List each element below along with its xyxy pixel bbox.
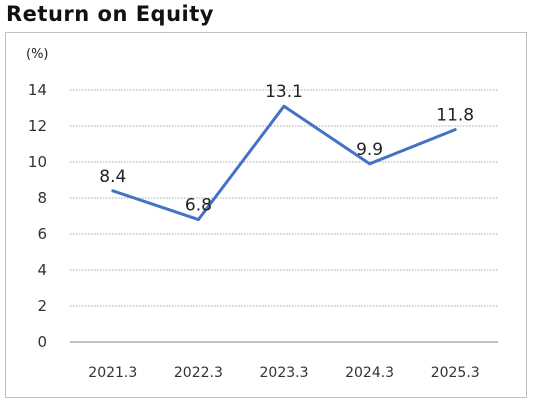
- data-label: 9.9: [356, 140, 383, 160]
- y-axis-ticks: 0 2 4 6 8 10 12 14: [28, 81, 47, 351]
- data-label: 6.8: [185, 196, 212, 216]
- y-tick-label: 10: [28, 153, 47, 171]
- x-tick-label: 2025.3: [431, 365, 480, 381]
- data-labels: 8.4 6.8 13.1 9.9 11.8: [99, 82, 474, 215]
- y-tick-label: 0: [37, 333, 47, 351]
- chart-title: Return on Equity: [6, 2, 214, 26]
- y-tick-label: 6: [37, 225, 47, 243]
- data-label: 13.1: [265, 82, 303, 102]
- series-lines: [111, 104, 457, 222]
- x-tick-label: 2021.3: [88, 365, 137, 381]
- x-tick-label: 2023.3: [260, 365, 309, 381]
- x-axis-ticks: 2021.3 2022.3 2023.3 2024.3 2025.3: [88, 365, 479, 381]
- y-tick-label: 12: [28, 117, 47, 135]
- x-tick-label: 2022.3: [174, 365, 223, 381]
- y-tick-label: 2: [37, 297, 47, 315]
- chart-frame: [5, 32, 527, 398]
- gridlines: [70, 89, 498, 343]
- data-label: 11.8: [436, 106, 474, 126]
- y-tick-label: 14: [28, 81, 47, 99]
- y-tick-label: 8: [37, 189, 47, 207]
- series-line: [111, 104, 457, 222]
- y-tick-label: 4: [37, 261, 47, 279]
- data-label: 8.4: [99, 167, 126, 187]
- x-tick-label: 2024.3: [345, 365, 394, 381]
- y-axis-unit-label: (%): [26, 47, 49, 62]
